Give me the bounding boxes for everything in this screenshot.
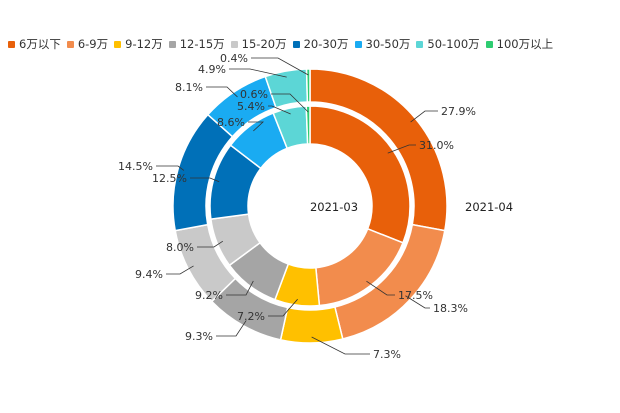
inner-leader-line bbox=[366, 280, 395, 296]
inner-series-name: 2021-03 bbox=[310, 200, 358, 214]
legend-swatch bbox=[230, 40, 238, 48]
outer-leader-line bbox=[410, 110, 438, 123]
legend-swatch bbox=[114, 40, 122, 48]
legend-item[interactable]: 30-50万 bbox=[354, 36, 411, 52]
inner-data-label: 0.6% bbox=[240, 88, 268, 101]
inner-data-label: 9.2% bbox=[195, 289, 223, 302]
inner-data-label: 31.0% bbox=[419, 139, 454, 152]
outer-data-label: 27.9% bbox=[441, 105, 476, 118]
inner-data-label: 17.5% bbox=[398, 289, 433, 302]
outer-data-label: 9.3% bbox=[185, 330, 213, 343]
inner-leader-line bbox=[268, 105, 291, 115]
legend-label: 9-12万 bbox=[125, 37, 163, 51]
legend-item[interactable]: 20-30万 bbox=[292, 36, 349, 52]
donut-rings bbox=[172, 68, 448, 344]
legend-item[interactable]: 6-9万 bbox=[66, 36, 109, 52]
inner-data-label: 5.4% bbox=[237, 100, 265, 113]
inner-leader-line bbox=[248, 121, 265, 132]
inner-data-label: 12.5% bbox=[152, 172, 187, 185]
inner-slice-9[interactable] bbox=[305, 105, 311, 145]
legend-item[interactable]: 15-20万 bbox=[230, 36, 287, 52]
inner-leader-line bbox=[226, 280, 254, 296]
legend-swatch bbox=[292, 40, 300, 48]
chart-legend: 6万以下 6-9万 9-12万 12-15万 15-20万 20-30万 30-50万 50-… bbox=[8, 36, 559, 52]
inner-slice-1[interactable] bbox=[309, 105, 411, 244]
legend-label: 30-50万 bbox=[365, 37, 411, 51]
inner-leader-line bbox=[387, 144, 416, 154]
outer-slice-9[interactable] bbox=[305, 68, 311, 103]
legend-item[interactable]: 50-100万 bbox=[416, 36, 480, 52]
legend-label: 12-15万 bbox=[179, 37, 225, 51]
outer-leader-line bbox=[251, 57, 309, 76]
leader-lines bbox=[156, 57, 438, 355]
inner-leader-line bbox=[271, 93, 309, 113]
outer-data-label: 14.5% bbox=[118, 160, 153, 173]
outer-data-label: 4.9% bbox=[198, 63, 226, 76]
outer-leader-line bbox=[206, 86, 238, 98]
outer-data-label: 18.3% bbox=[433, 302, 468, 315]
outer-leader-line bbox=[216, 320, 247, 337]
outer-data-label: 0.4% bbox=[220, 52, 248, 65]
outer-leader-line bbox=[405, 295, 430, 309]
legend-item[interactable]: 12-15万 bbox=[168, 36, 225, 52]
legend-item[interactable]: 100万以上 bbox=[485, 36, 554, 52]
legend-swatch bbox=[66, 40, 74, 48]
legend-item[interactable]: 6万以下 bbox=[8, 36, 61, 52]
legend-label: 6-9万 bbox=[77, 37, 109, 51]
legend-swatch bbox=[8, 40, 15, 48]
outer-leader-line bbox=[166, 265, 194, 275]
outer-leader-line bbox=[229, 68, 287, 78]
legend-label: 15-20万 bbox=[241, 37, 287, 51]
outer-data-label: 8.1% bbox=[175, 81, 203, 94]
inner-leader-line bbox=[190, 177, 220, 183]
data-labels: 31.0% 17.5% 7.2% 9.2% 8.0% 12.5% 8.6% 5.4%0.6% 2… bbox=[118, 52, 476, 361]
outer-leader-line bbox=[311, 336, 370, 355]
legend-swatch bbox=[168, 40, 176, 48]
inner-leader-line bbox=[197, 240, 224, 248]
inner-data-label: 8.6% bbox=[217, 116, 245, 129]
legend-swatch bbox=[354, 40, 362, 48]
legend-label: 6万以下 bbox=[19, 37, 61, 51]
legend-label: 20-30万 bbox=[303, 37, 349, 51]
inner-leader-line bbox=[268, 298, 298, 317]
legend-label: 50-100万 bbox=[427, 37, 480, 51]
legend-swatch bbox=[416, 40, 424, 48]
outer-leader-line bbox=[156, 165, 185, 171]
legend-item[interactable]: 9-12万 bbox=[114, 36, 163, 52]
outer-data-label: 9.4% bbox=[135, 268, 163, 281]
inner-data-label: 8.0% bbox=[166, 241, 194, 254]
legend-label: 100万以上 bbox=[496, 37, 554, 51]
legend-swatch bbox=[485, 40, 493, 48]
outer-slice-3[interactable] bbox=[279, 306, 344, 344]
outer-data-label: 7.3% bbox=[373, 348, 401, 361]
outer-series-name: 2021-04 bbox=[465, 200, 513, 214]
inner-data-label: 7.2% bbox=[237, 310, 265, 323]
